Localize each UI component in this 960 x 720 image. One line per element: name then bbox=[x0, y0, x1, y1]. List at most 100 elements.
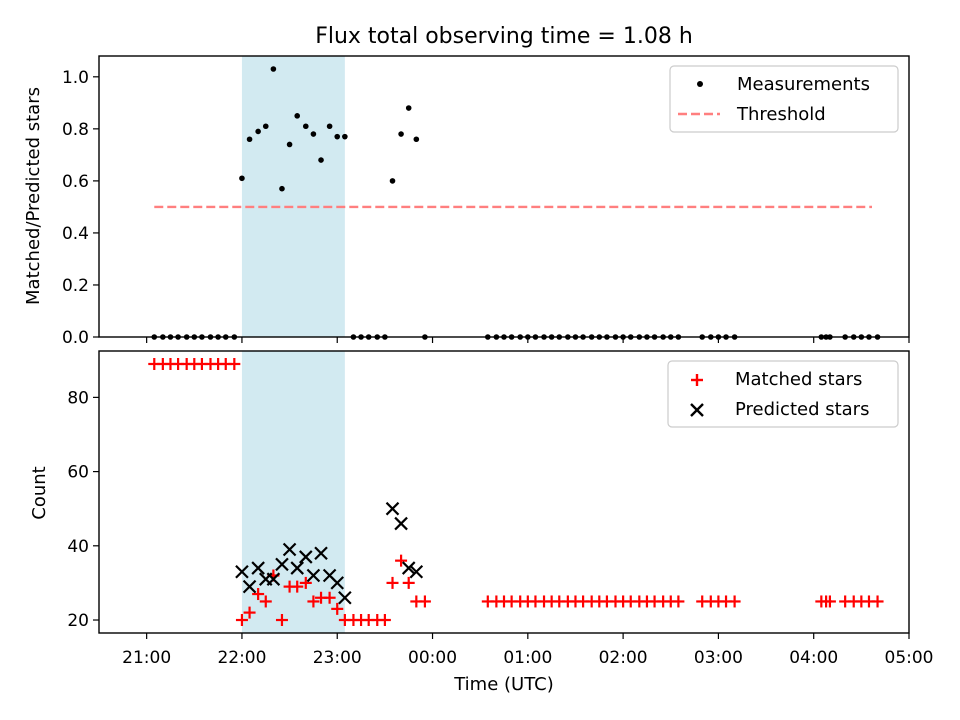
matched-star-point bbox=[307, 595, 320, 608]
matched-star-point bbox=[728, 595, 741, 608]
matched-star-point bbox=[299, 576, 312, 589]
matched-star-point bbox=[243, 606, 256, 619]
predicted-star-point bbox=[299, 550, 313, 564]
measurement-point bbox=[310, 131, 317, 137]
predicted-star-point bbox=[275, 557, 289, 572]
measurement-point bbox=[286, 141, 293, 148]
top-legend-box bbox=[669, 65, 899, 133]
top-x-ticks bbox=[146, 337, 910, 343]
bottom-panel: 20 40 60 80 21:00 22:00 23:00 00:00 01:00 02:00 0… bbox=[29, 350, 934, 695]
bottom-x-tick-label: 22:00 bbox=[217, 648, 266, 668]
matched-star-point bbox=[871, 595, 884, 608]
measurement-point bbox=[302, 123, 309, 130]
bottom-y-ticks: 20 40 60 80 bbox=[67, 388, 99, 631]
top-y-tick-label: 0.2 bbox=[62, 276, 89, 296]
measurement-point bbox=[246, 136, 253, 143]
bottom-x-tick-label: 05:00 bbox=[885, 648, 934, 668]
bottom-x-tick-label: 02:00 bbox=[599, 648, 648, 668]
measurement-point bbox=[255, 128, 261, 135]
predicted-stars-points bbox=[235, 501, 424, 605]
matched-star-point bbox=[252, 588, 265, 601]
predicted-star-point bbox=[385, 501, 400, 516]
measurement-point bbox=[262, 123, 269, 130]
predicted-star-point bbox=[409, 564, 424, 579]
top-axes-frame bbox=[98, 55, 910, 338]
bottom-x-tick-label: 21:00 bbox=[122, 648, 171, 668]
bottom-x-tick-label: 03:00 bbox=[694, 648, 743, 668]
predicted-star-point bbox=[401, 561, 416, 575]
matched-star-point bbox=[228, 357, 241, 370]
matched-star-point bbox=[259, 595, 272, 608]
legend-measurements-marker bbox=[697, 81, 703, 87]
matched-star-point bbox=[331, 602, 344, 615]
bottom-y-tick-label: 40 bbox=[67, 537, 89, 557]
predicted-star-point bbox=[242, 579, 257, 594]
matched-star-point bbox=[378, 614, 391, 627]
bottom-x-tick-label: 01:00 bbox=[503, 648, 552, 668]
matched-star-point bbox=[291, 580, 304, 593]
predicted-star-point bbox=[306, 568, 321, 583]
top-panel: 0.0 0.2 0.4 0.6 0.8 1.0 Matched/Predicted sta… bbox=[23, 55, 910, 348]
predicted-star-point bbox=[235, 564, 249, 579]
measurement-point bbox=[389, 178, 396, 184]
bottom-axes-frame bbox=[98, 350, 910, 634]
top-highlight-span bbox=[241, 56, 345, 337]
predicted-star-point bbox=[282, 542, 297, 557]
bottom-y-tick-label: 60 bbox=[67, 463, 89, 483]
top-y-tick-label: 1.0 bbox=[62, 68, 89, 88]
predicted-star-point bbox=[290, 561, 304, 575]
measurement-point bbox=[326, 123, 333, 130]
legend-predicted-label: Predicted stars bbox=[735, 399, 869, 420]
measurement-point bbox=[318, 157, 324, 163]
measurement-point bbox=[270, 66, 277, 72]
bottom-y-tick-label: 80 bbox=[67, 388, 89, 408]
measurement-point bbox=[342, 133, 348, 140]
bottom-x-tick-label: 04:00 bbox=[789, 648, 838, 668]
measurement-point bbox=[294, 113, 301, 119]
predicted-star-point bbox=[266, 572, 281, 586]
matched-star-point bbox=[275, 614, 288, 627]
matched-star-point bbox=[386, 576, 399, 589]
top-y-tick-label: 0.0 bbox=[62, 328, 89, 348]
top-y-ticks: 0.0 0.2 0.4 0.6 0.8 1.0 bbox=[62, 68, 99, 348]
top-y-tick-label: 0.8 bbox=[62, 120, 89, 140]
measurement-point bbox=[413, 136, 420, 143]
matched-star-point bbox=[395, 554, 408, 567]
legend-matched-label: Matched stars bbox=[735, 369, 862, 390]
bottom-x-tick-label: 00:00 bbox=[408, 648, 457, 668]
predicted-star-point bbox=[330, 576, 345, 590]
legend-matched-marker bbox=[691, 374, 703, 386]
predicted-star-point bbox=[251, 561, 265, 575]
predicted-star-point bbox=[338, 590, 352, 605]
matched-star-point bbox=[323, 591, 336, 604]
top-y-tick-label: 0.4 bbox=[62, 224, 89, 244]
measurement-point bbox=[279, 185, 285, 192]
top-y-axis-label: Matched/Predicted stars bbox=[23, 87, 44, 305]
bottom-x-tick-label: 23:00 bbox=[313, 648, 362, 668]
bottom-y-axis-label: Count bbox=[29, 466, 50, 519]
measurement-point bbox=[398, 131, 404, 137]
bottom-x-ticks: 21:00 22:00 23:00 00:00 01:00 02:00 03:00 04:00… bbox=[122, 633, 934, 668]
measurement-point bbox=[334, 133, 341, 140]
predicted-star-point bbox=[314, 546, 328, 561]
top-y-tick-label: 0.6 bbox=[62, 172, 89, 192]
bottom-legend: Matched stars Predicted stars bbox=[667, 360, 899, 428]
measurement-points bbox=[151, 66, 881, 340]
legend-measurements-label: Measurements bbox=[737, 74, 870, 95]
legend-threshold-label: Threshold bbox=[736, 104, 826, 125]
matched-star-point bbox=[418, 595, 431, 608]
bottom-legend-box bbox=[667, 360, 899, 428]
top-legend: Measurements Threshold bbox=[669, 65, 899, 133]
predicted-star-point bbox=[394, 516, 408, 531]
matched-star-point bbox=[402, 576, 415, 589]
matched-star-point bbox=[672, 595, 685, 608]
chart-title: Flux total observing time = 1.08 h bbox=[315, 24, 693, 49]
matched-star-point bbox=[823, 595, 836, 608]
measurement-point bbox=[405, 105, 412, 111]
bottom-y-tick-label: 20 bbox=[67, 611, 89, 631]
measurement-point bbox=[239, 175, 245, 182]
x-axis-label: Time (UTC) bbox=[453, 674, 554, 695]
matched-stars-points bbox=[148, 357, 884, 627]
matched-star-point bbox=[235, 614, 248, 627]
